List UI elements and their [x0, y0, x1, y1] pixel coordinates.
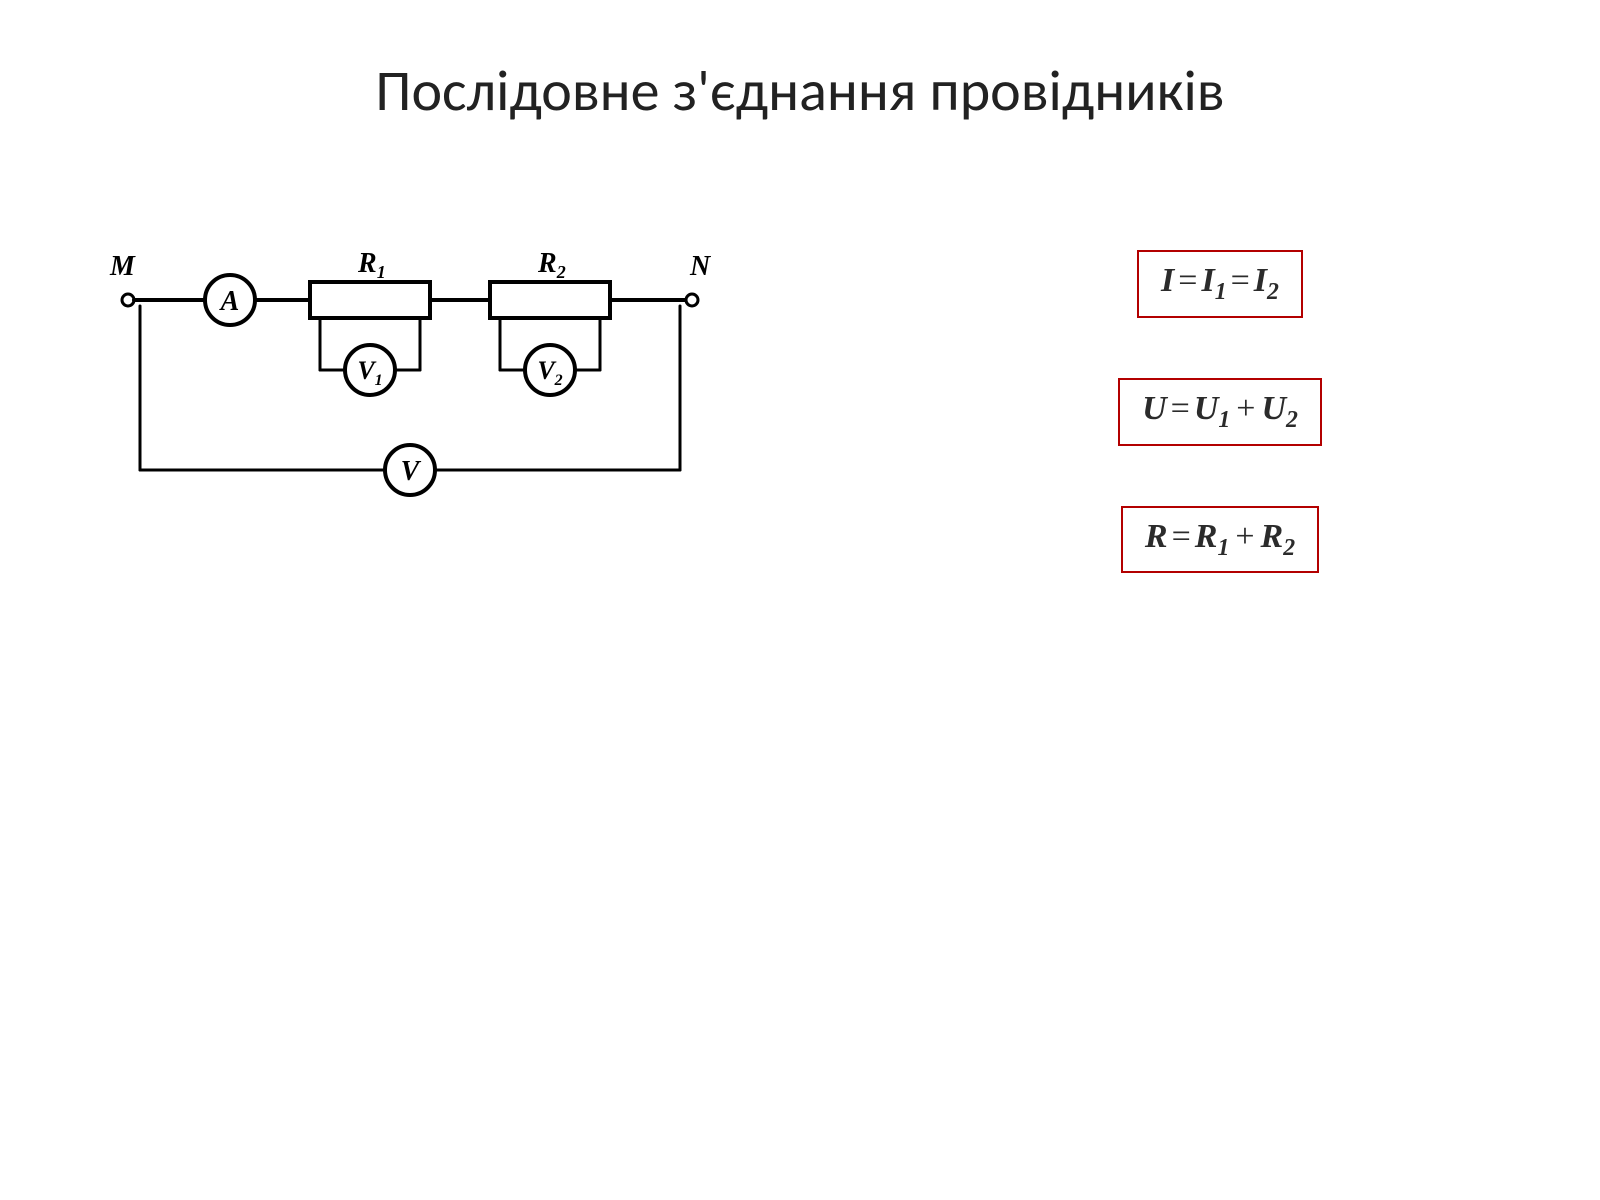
terminal-n — [686, 294, 698, 306]
resistor-r1 — [310, 282, 430, 318]
label-ammeter: A — [219, 286, 240, 317]
label-m: M — [109, 251, 136, 282]
label-r2: R2 — [537, 248, 566, 282]
label-r1: R1 — [357, 248, 386, 282]
slide: Послідовне з'єднання провідників — [0, 0, 1600, 1200]
label-n: N — [689, 251, 712, 282]
formula-current: I=I1=I2 — [1137, 250, 1303, 318]
resistor-r2 — [490, 282, 610, 318]
slide-title: Послідовне з'єднання провідників — [0, 55, 1600, 126]
formula-list: I=I1=I2 U=U1+U2 R=R1+R2 — [1020, 250, 1420, 573]
circuit-diagram: M N A R1 R2 V1 V2 V — [90, 230, 730, 550]
label-v-total: V — [401, 456, 422, 487]
formula-resistance: R=R1+R2 — [1121, 506, 1319, 574]
formula-voltage: U=U1+U2 — [1118, 378, 1322, 446]
